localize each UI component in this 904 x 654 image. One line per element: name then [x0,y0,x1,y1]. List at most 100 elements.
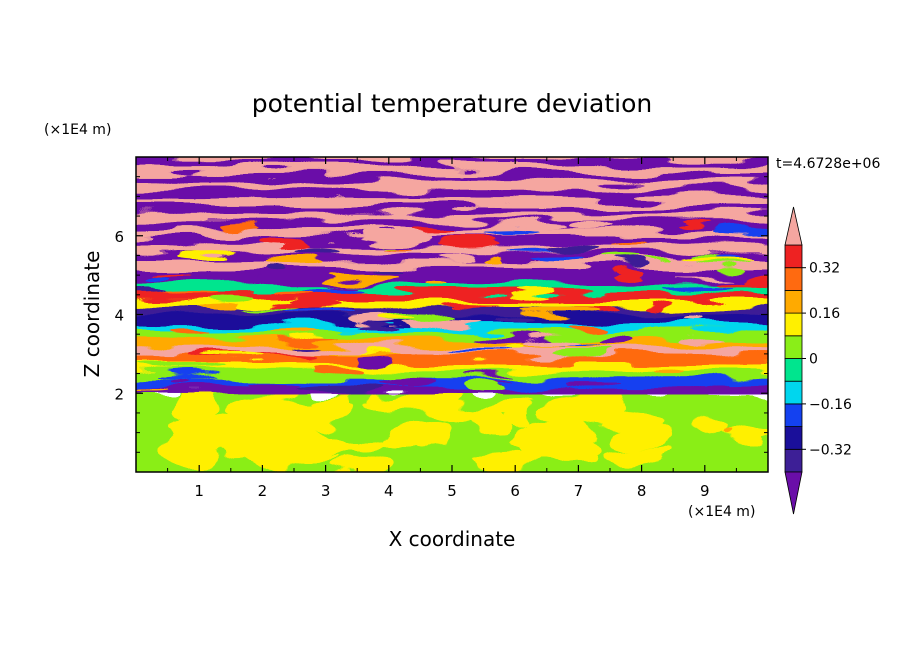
y-tick-label: 4 [114,307,124,325]
heatmap-cell [650,304,668,310]
heatmap-cell [472,452,544,471]
colorbar-segment [784,244,803,269]
x-tick-label: 5 [447,482,457,500]
colorbar-segment [784,289,803,314]
heatmap-cell [186,275,258,281]
heatmap-cell [606,447,670,462]
heatmap-cell [136,290,768,300]
heatmap-cell [136,322,768,332]
heatmap-cell [143,273,170,283]
heatmap-cell [371,378,436,386]
heatmap-cell [358,356,392,366]
heatmap-cell [274,338,344,343]
heatmap-cell [484,230,539,237]
heatmap-cell [325,276,397,282]
heatmap-cell [172,389,221,422]
heatmap-cell [438,238,501,247]
heatmap-cell [546,244,602,254]
colorbar-segment [784,267,803,291]
heatmap-cell [663,285,732,291]
heatmap-cell [468,380,504,390]
heatmap-cell [96,141,808,150]
heatmap-cell [136,387,166,391]
heatmap-cell [381,244,414,249]
heatmap-cell [675,335,728,342]
heatmap-cell [136,338,768,348]
heatmap-cell [459,373,521,377]
heatmap-cell [199,304,237,312]
heatmap-cell [612,270,641,278]
heatmap-cell [297,344,325,348]
heatmap-cell [676,277,737,281]
heatmap-cell [440,303,500,309]
heatmap-cell [136,267,768,277]
heatmap-cell [650,369,690,374]
colorbar-tick-label: 0.16 [809,306,840,322]
heatmap-cell [382,429,407,446]
heatmap-cell [241,308,305,312]
heatmap-cell [718,226,768,234]
heatmap-cell [613,240,651,246]
heatmap-cell [136,204,768,214]
colorbar-segment [784,448,803,473]
heatmap-lower-layer [136,389,768,472]
x-tick-label: 6 [510,482,520,500]
heatmap-cell [681,257,756,263]
heatmap-cell [292,245,338,254]
heatmap-cell [136,164,768,174]
y-axis-unit: (×1E4 m) [44,122,111,138]
heatmap-cell [681,222,716,227]
heatmap-cell [510,407,537,430]
heatmap-cell [437,253,482,261]
heatmap-cell [597,335,627,345]
heatmap-cell [293,299,342,307]
heatmap-cell [586,409,659,426]
heatmap-cell [174,378,196,385]
heatmap-cell [511,291,554,297]
heatmap-cell [330,352,402,357]
heatmap-cell [136,314,768,324]
x-tick-label: 4 [384,482,394,500]
heatmap-cell [567,221,612,229]
heatmap-cell [457,227,496,232]
heatmap-cell [287,309,354,315]
heatmap-field [96,141,808,472]
heatmap-cell [143,363,218,371]
x-tick-label: 8 [637,482,647,500]
heatmap-cell [136,298,768,308]
heatmap-cell [426,279,445,286]
heatmap-cell [260,238,309,247]
y-tick-label: 6 [114,228,124,246]
y-tick-label: 2 [114,385,124,403]
chart-title: potential temperature deviation [252,89,652,118]
heatmap-cell [136,275,768,285]
heatmap-cell [643,261,669,265]
heatmap-cell [716,430,729,439]
heatmap-cell [171,327,217,333]
x-tick-label: 3 [321,482,331,500]
heatmap-cell [136,283,768,293]
x-axis-unit: (×1E4 m) [688,504,755,520]
heatmap-cell [181,252,236,259]
colorbar-tick-label: 0 [809,352,818,368]
heatmap-cell [692,261,753,266]
heatmap-cell [613,262,646,269]
colorbar-under-arrow [784,471,803,515]
colorbar-segment [784,380,803,405]
heatmap-cell [136,227,768,237]
heatmap-cell [418,223,484,228]
heatmap-cell [136,377,768,387]
heatmap-cell [136,353,768,363]
heatmap-cell [273,402,319,430]
colorbar: 0.32 0.16 0 −0.16 −0.32 [784,206,852,515]
heatmap-cell [204,295,249,304]
colorbar-tick-label: 0.32 [809,261,840,277]
heatmap-cell [136,196,768,206]
x-axis-label: X coordinate [389,527,516,551]
y-axis-label: Z coordinate [80,251,104,378]
heatmap-cell [246,434,311,467]
heatmap-cell [247,381,307,389]
heatmap-cell [266,265,285,274]
